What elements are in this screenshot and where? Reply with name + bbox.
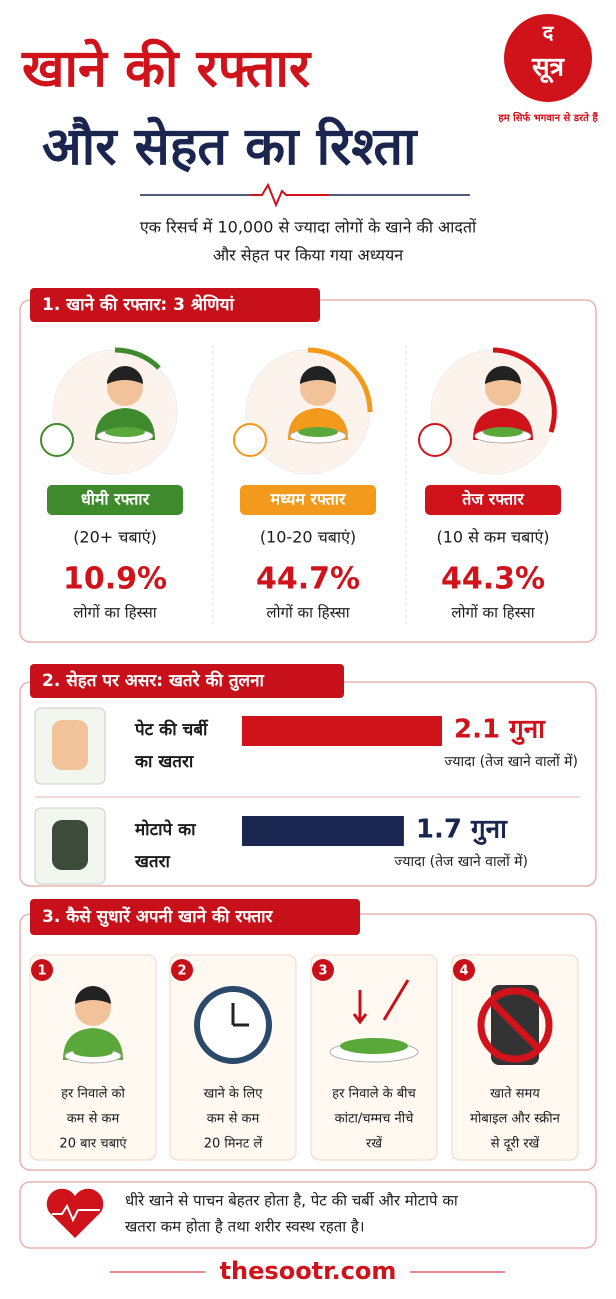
salad	[483, 427, 523, 437]
risk-icon-body	[52, 720, 88, 770]
divider	[140, 182, 470, 208]
step-text: कांटा/चम्मच नीचे	[335, 1111, 415, 1127]
step-number: 1	[37, 964, 46, 979]
category-caption: लोगों का हिस्सा	[451, 604, 535, 622]
step-text: कम से कम	[207, 1111, 260, 1127]
category-caption: लोगों का हिस्सा	[266, 604, 350, 622]
category-chews: (10 से कम चबाएं)	[436, 528, 549, 547]
salad	[105, 427, 145, 437]
salad	[340, 1038, 408, 1054]
risk-icon-body	[52, 820, 88, 870]
category-label: तेज रफ्तार	[461, 490, 525, 509]
category-label: धीमी रफ्तार	[81, 490, 151, 509]
step-text: खाते समय	[490, 1086, 540, 1102]
step-text: हर निवाले को	[61, 1086, 125, 1102]
category-share: 10.9%	[63, 562, 167, 597]
step-number: 4	[459, 964, 468, 979]
section-tab	[30, 288, 320, 322]
speed-icon	[418, 423, 452, 457]
step-text: से दूरी रखें	[491, 1136, 540, 1152]
step-badge	[453, 959, 475, 981]
logo-letter: द	[542, 21, 555, 45]
section-heading: 3. कैसे सुधारें अपनी खाने की रफ्तार	[42, 906, 274, 927]
category-label: मध्यम रफ्तार	[270, 490, 347, 509]
step-text: हर निवाले के बीच	[332, 1086, 416, 1102]
step-text: 20 मिनट लें	[204, 1136, 263, 1152]
section-tab	[30, 899, 360, 935]
clock-hands	[231, 1003, 249, 1027]
risk-note: ज्यादा (तेज खाने वालों में)	[394, 853, 528, 870]
section-heading: 1. खाने की रफ्तार: 3 श्रेणियां	[42, 294, 234, 315]
risk-value: 1.7 गुना	[416, 815, 508, 846]
intro-line: एक रिसर्च में 10,000 से ज्यादा लोगों के …	[140, 218, 477, 237]
category-share: 44.3%	[441, 562, 545, 597]
speed-arc	[307, 347, 373, 413]
section-tab	[30, 664, 344, 698]
category-pill	[425, 485, 561, 515]
title-line1: खाने की रफ्तार	[21, 38, 312, 99]
person-hair	[107, 366, 143, 384]
salad	[298, 427, 338, 437]
step-number: 2	[177, 964, 186, 979]
step-badge	[171, 959, 193, 981]
speed-icon	[40, 423, 74, 457]
step-text: मोबाइल और स्क्रीन	[470, 1111, 560, 1127]
category-share: 44.7%	[256, 562, 360, 597]
arrow-fork	[352, 979, 410, 1025]
website: thesootr.com	[220, 1257, 397, 1285]
speed-arc	[114, 347, 161, 370]
title-line2: और सेहत का रिश्ता	[42, 116, 419, 177]
risk-note: ज्यादा (तेज खाने वालों में)	[444, 753, 578, 770]
risk-bar	[242, 716, 442, 746]
step-number: 3	[318, 964, 327, 979]
heart-icon	[46, 1188, 104, 1238]
category-pill	[240, 485, 376, 515]
person-hair	[75, 986, 111, 1004]
speed-arc	[492, 347, 557, 433]
step-badge	[31, 959, 53, 981]
step-badge	[312, 959, 334, 981]
step-text: रखें	[366, 1136, 382, 1152]
person-hair	[485, 366, 521, 384]
logo-tagline: हम सिर्फ भगवान से डरते हैं	[497, 111, 598, 124]
no-slash	[488, 998, 542, 1052]
salad	[73, 1047, 113, 1057]
step-text: 20 बार चबाएं	[59, 1137, 127, 1152]
risk-label: का खतरा	[134, 752, 194, 772]
note-line: धीरे खाने से पाचन बेहतर होता है, पेट की …	[125, 1192, 459, 1210]
logo-name: सूत्र	[531, 53, 566, 84]
speed-icon	[233, 423, 267, 457]
intro-line: और सेहत पर किया गया अध्ययन	[213, 246, 404, 265]
risk-label: खतरा	[134, 852, 171, 872]
section-heading: 2. सेहत पर असर: खतरे की तुलना	[42, 670, 265, 691]
category-chews: (20+ चबाएं)	[73, 528, 157, 547]
risk-value: 2.1 गुना	[454, 715, 546, 746]
risk-bar	[242, 816, 404, 846]
logo-circle	[504, 14, 592, 102]
category-chews: (10-20 चबाएं)	[260, 528, 356, 547]
step-text: कम से कम	[67, 1111, 120, 1127]
step-text: खाने के लिए	[204, 1086, 264, 1102]
note-box	[19, 1181, 597, 1249]
pulse-icon	[52, 1203, 100, 1223]
risk-label: पेट की चर्बी	[134, 719, 209, 740]
person-hair	[300, 366, 336, 384]
note-line: खतरा कम होता है तथा शरीर स्वस्थ रहता है।	[125, 1218, 365, 1236]
category-pill	[47, 485, 183, 515]
risk-label: मोटापे का	[134, 819, 196, 840]
no-sign	[477, 987, 553, 1063]
category-caption: लोगों का हिस्सा	[73, 604, 157, 622]
